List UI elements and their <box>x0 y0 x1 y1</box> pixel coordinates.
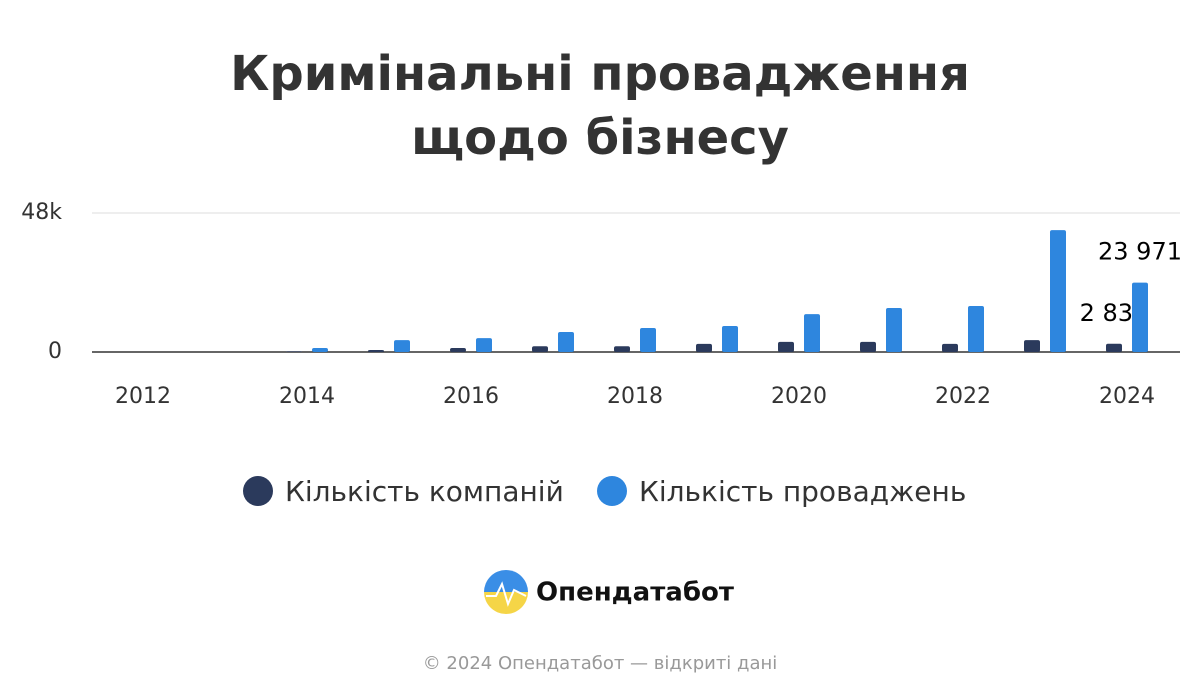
bar <box>368 349 384 352</box>
bar <box>476 338 492 352</box>
x-tick-label: 2020 <box>771 384 827 409</box>
bar <box>286 351 302 352</box>
bar <box>722 325 738 352</box>
logo-text: Опендатабот <box>536 578 734 608</box>
bar <box>640 327 656 352</box>
x-tick-label: 2022 <box>935 384 991 409</box>
bar <box>1106 343 1122 352</box>
legend-marker[interactable] <box>597 476 627 506</box>
bar <box>558 332 574 352</box>
bar <box>394 340 410 352</box>
x-tick-label: 2018 <box>607 384 663 409</box>
bar <box>614 346 630 352</box>
bar <box>942 343 958 352</box>
data-label: 23 971 <box>1098 238 1182 266</box>
x-tick-label: 2024 <box>1099 384 1155 409</box>
bar <box>450 347 466 352</box>
y-tick-label: 48k <box>21 200 62 225</box>
bar <box>860 341 876 352</box>
x-tick-label: 2016 <box>443 384 499 409</box>
bar <box>312 347 328 352</box>
bar <box>1024 340 1040 352</box>
x-tick-label: 2014 <box>279 384 335 409</box>
bar <box>696 343 712 352</box>
legend-label[interactable]: Кількість проваджень <box>639 475 966 508</box>
logo-icon <box>484 570 528 614</box>
logo-pulse <box>486 581 527 607</box>
bar <box>778 341 794 352</box>
bar <box>886 307 902 352</box>
bar <box>1132 282 1148 352</box>
bar <box>532 346 548 352</box>
y-tick-label: 0 <box>48 339 62 364</box>
footer: © 2024 Опендатабот — відкриті дані <box>423 653 778 674</box>
chart-title: Кримінальні провадження щодо бізнесу <box>230 46 970 166</box>
legend-marker[interactable] <box>243 476 273 506</box>
x-tick-label: 2012 <box>115 384 171 409</box>
bar <box>968 305 984 352</box>
bar <box>804 314 820 352</box>
legend-label[interactable]: Кількість компаній <box>285 475 564 508</box>
bar <box>1050 230 1066 352</box>
